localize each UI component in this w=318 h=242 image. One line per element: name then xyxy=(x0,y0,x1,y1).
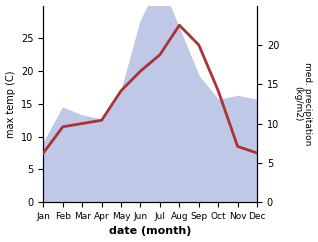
Y-axis label: max temp (C): max temp (C) xyxy=(5,70,16,138)
Y-axis label: med. precipitation
(kg/m2): med. precipitation (kg/m2) xyxy=(293,62,313,145)
X-axis label: date (month): date (month) xyxy=(109,227,191,236)
